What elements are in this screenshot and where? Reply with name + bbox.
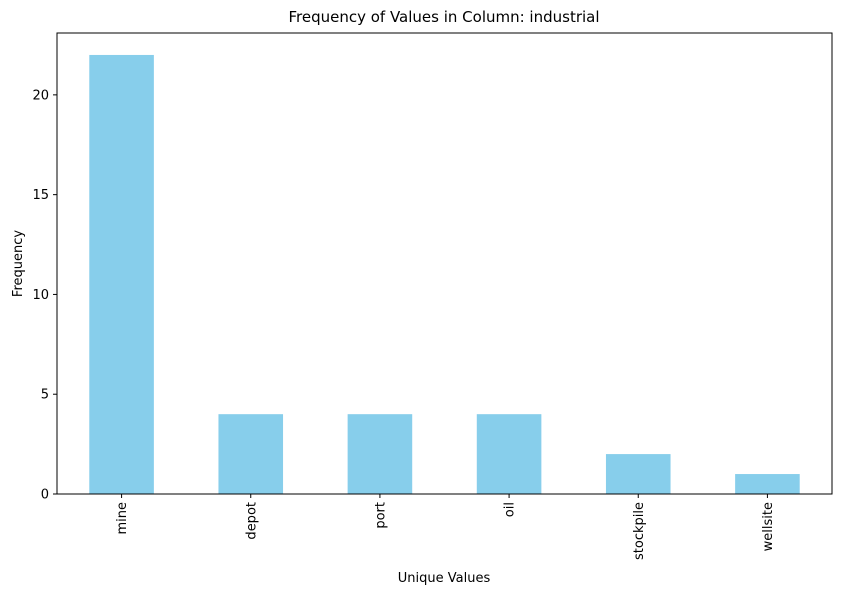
x-tick-label-port: port bbox=[373, 502, 388, 529]
bar-depot bbox=[218, 414, 284, 494]
x-axis: mine depot port oil stockpile wellsite bbox=[115, 494, 776, 560]
x-tick-label-depot: depot bbox=[244, 502, 259, 540]
bar-port bbox=[347, 414, 413, 494]
plot-frame bbox=[56, 32, 833, 495]
x-tick-label-stockpile: stockpile bbox=[632, 502, 647, 560]
x-tick-label-oil: oil bbox=[503, 502, 518, 517]
bar-stockpile bbox=[605, 454, 671, 494]
y-tick-label-0: 0 bbox=[41, 488, 49, 503]
bar-wellsite bbox=[735, 474, 800, 494]
y-tick-label-20: 20 bbox=[32, 88, 49, 103]
y-axis: 0 5 10 15 20 bbox=[32, 88, 57, 503]
y-tick-label-15: 15 bbox=[32, 188, 49, 203]
y-tick-label-10: 10 bbox=[32, 288, 49, 303]
x-axis-label: Unique Values bbox=[398, 571, 491, 586]
bar-mine bbox=[89, 54, 154, 494]
x-tick-label-mine: mine bbox=[115, 502, 130, 535]
bar-oil bbox=[476, 414, 542, 494]
y-axis-label: Frequency bbox=[11, 230, 26, 297]
y-tick-label-5: 5 bbox=[41, 388, 49, 403]
chart-title: Frequency of Values in Column: industria… bbox=[288, 8, 599, 26]
x-tick-label-wellsite: wellsite bbox=[761, 502, 776, 551]
bars-layer bbox=[89, 54, 800, 494]
